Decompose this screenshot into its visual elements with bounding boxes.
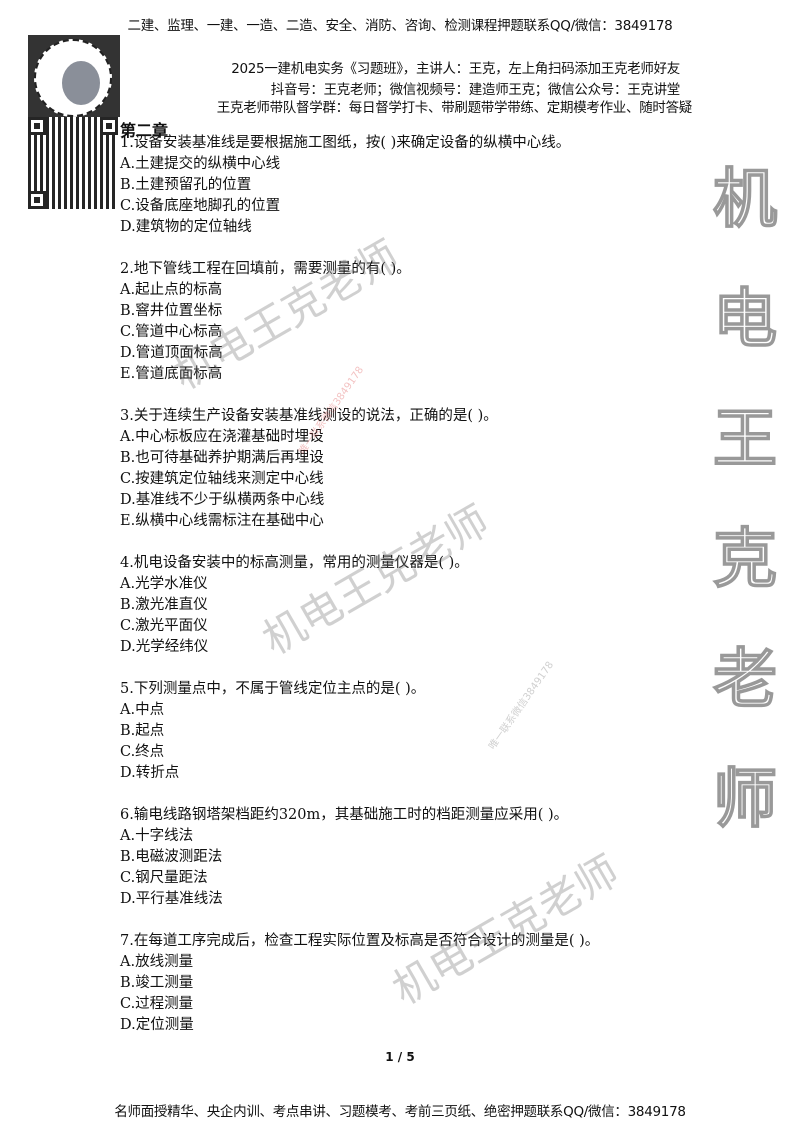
answer-option: A.十字线法: [120, 828, 194, 844]
top-banner: 二建、监理、一建、一造、二造、安全、消防、咨询、检测课程押题联系QQ/微信：38…: [127, 18, 673, 34]
footer-banner: 名师面授精华、央企内训、考点串讲、习题模考、考前三页纸、绝密押题联系QQ/微信：…: [114, 1104, 686, 1120]
answer-option: D.基准线不少于纵横两条中心线: [120, 492, 325, 508]
chapter-heading: 第二章: [120, 121, 169, 140]
answer-option: A.起止点的标高: [120, 282, 223, 298]
question: 6.输电线路钢塔架档距约320m，其基础施工时的档距测量应采用( )。 A.十字线…: [120, 805, 599, 910]
study-group-line: 王克老师带队督学群：每日督学打卡、带刷题带学带练、定期模考作业、随时答疑: [216, 100, 693, 116]
question-stem: 4.机电设备安装中的标高测量，常用的测量仪器是( )。: [120, 555, 469, 571]
answer-option: C.终点: [120, 744, 165, 760]
question-stem: 3.关于连续生产设备安装基准线测设的说法，正确的是( )。: [120, 408, 498, 424]
vertical-watermark: 机电王克老师: [712, 162, 778, 838]
question: 7.在每道工序完成后，检查工程实际位置及标高是否符合设计的测量是( )。 A.放线…: [120, 931, 599, 1036]
answer-option: A.土建提交的纵横中心线: [120, 156, 281, 172]
answer-option: A.放线测量: [120, 954, 194, 970]
question: 2.地下管线工程在回填前，需要测量的有( )。 A.起止点的标高 B.窨井位置坐标 C…: [120, 259, 599, 385]
answer-option: B.起点: [120, 723, 165, 739]
answer-option: D.转折点: [120, 765, 180, 781]
douyin-qr-code: [28, 35, 120, 117]
course-intro-line: 2025一建机电实务《习题班》，主讲人：王克，左上角扫码添加王克老师好友: [231, 61, 680, 77]
teacher-avatar: [62, 61, 100, 105]
question-stem: 7.在每道工序完成后，检查工程实际位置及标高是否符合设计的测量是( )。: [120, 933, 600, 949]
answer-option: C.钢尺量距法: [120, 870, 208, 886]
question: 5.下列测量点中，不属于管线定位主点的是( )。 A.中点 B.起点 C.终点 D.转折…: [120, 679, 599, 784]
answer-option: C.按建筑定位轴线来测定中心线: [120, 471, 324, 487]
question-stem: 6.输电线路钢塔架档距约320m，其基础施工时的档距测量应采用( )。: [120, 807, 569, 823]
answer-option: D.管道顶面标高: [120, 345, 223, 361]
answer-option: B.电磁波测距法: [120, 849, 223, 865]
answer-option: D.光学经纬仪: [120, 639, 209, 655]
answer-option: A.光学水准仪: [120, 576, 208, 592]
answer-option: D.建筑物的定位轴线: [120, 219, 252, 235]
answer-option: D.平行基准线法: [120, 891, 223, 907]
answer-option: B.也可待基础养护期满后再埋设: [120, 450, 324, 466]
answer-option: C.设备底座地脚孔的位置: [120, 198, 281, 214]
question: 3.关于连续生产设备安装基准线测设的说法，正确的是( )。 A.中心标板应在浇灌基…: [120, 406, 599, 532]
question-stem: 1.设备安装基准线是要根据施工图纸，按( )来确定设备的纵横中心线。: [120, 135, 571, 151]
social-accounts-line: 抖音号：王克老师；微信视频号：建造师王克；微信公众号：王克讲堂: [270, 82, 681, 98]
answer-option: B.竣工测量: [120, 975, 194, 991]
answer-option: E.管道底面标高: [120, 366, 223, 382]
answer-option: A.中心标板应在浇灌基础时埋设: [120, 429, 324, 445]
page-number: 1 / 5: [385, 1050, 415, 1064]
answer-option: C.激光平面仪: [120, 618, 208, 634]
answer-option: B.窨井位置坐标: [120, 303, 223, 319]
answer-option: C.管道中心标高: [120, 324, 223, 340]
answer-option: D.定位测量: [120, 1017, 194, 1033]
answer-option: E.纵横中心线需标注在基础中心: [120, 513, 324, 529]
answer-option: C.过程测量: [120, 996, 194, 1012]
question-stem: 5.下列测量点中，不属于管线定位主点的是( )。: [120, 681, 426, 697]
answer-option: B.土建预留孔的位置: [120, 177, 252, 193]
question-stem: 2.地下管线工程在回填前，需要测量的有( )。: [120, 261, 411, 277]
question-list: 1.设备安装基准线是要根据施工图纸，按( )来确定设备的纵横中心线。 A.土建提交…: [120, 133, 599, 1057]
answer-option: A.中点: [120, 702, 165, 718]
question: 1.设备安装基准线是要根据施工图纸，按( )来确定设备的纵横中心线。 A.土建提交…: [120, 133, 599, 238]
wechat-qr-code: [28, 117, 118, 209]
answer-option: B.激光准直仪: [120, 597, 208, 613]
question: 4.机电设备安装中的标高测量，常用的测量仪器是( )。 A.光学水准仪 B.激光准直…: [120, 553, 599, 658]
